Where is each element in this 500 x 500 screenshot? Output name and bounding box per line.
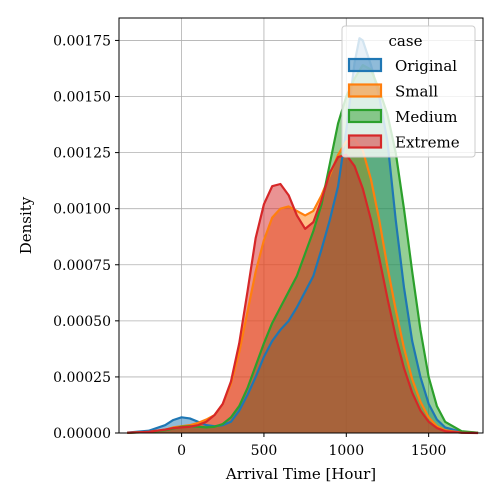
- y-tick-label: 0.00025: [53, 370, 111, 386]
- y-tick-label: 0.00150: [53, 90, 111, 106]
- x-tick-label: 500: [251, 443, 278, 459]
- y-tick-label: 0.00175: [53, 33, 111, 49]
- legend-label-original: Original: [395, 57, 457, 75]
- legend-label-extreme: Extreme: [395, 134, 460, 152]
- axes-frame: [118, 17, 484, 434]
- legend-swatch-original: [347, 57, 383, 73]
- legend-label-small: Small: [395, 83, 438, 101]
- legend-swatch-small: [347, 83, 383, 98]
- legend-title: case: [389, 32, 423, 50]
- area-extreme: [127, 154, 479, 433]
- x-tick-label: 1000: [328, 443, 364, 459]
- y-tick-label: 0.00125: [53, 146, 111, 162]
- plot-lines: [127, 37, 479, 435]
- line-small: [127, 138, 479, 435]
- line-extreme: [127, 153, 479, 435]
- y-tick-label: 0.00100: [53, 202, 111, 218]
- y-axis-title: Density: [17, 196, 35, 254]
- x-tick-label: 1500: [411, 443, 447, 459]
- legend-swatch-extreme: [347, 134, 383, 149]
- legend-label-medium: Medium: [395, 108, 458, 126]
- y-tick-label: 0.00050: [53, 314, 111, 330]
- x-axis-title: Arrival Time [Hour]: [225, 465, 376, 483]
- x-axis-ticks: 0 500 1000 1500: [177, 433, 446, 459]
- legend: case Original Small Medium Extreme: [341, 25, 476, 158]
- y-axis-ticks: 0.00000 0.00025 0.00050 0.00075 0.00100 0.001…: [53, 33, 119, 442]
- line-medium: [127, 64, 479, 434]
- y-tick-label: 0.00075: [53, 258, 111, 274]
- x-tick-label: 0: [177, 443, 186, 459]
- y-tick-label: 0.00000: [53, 426, 111, 442]
- legend-swatch-medium: [347, 108, 383, 124]
